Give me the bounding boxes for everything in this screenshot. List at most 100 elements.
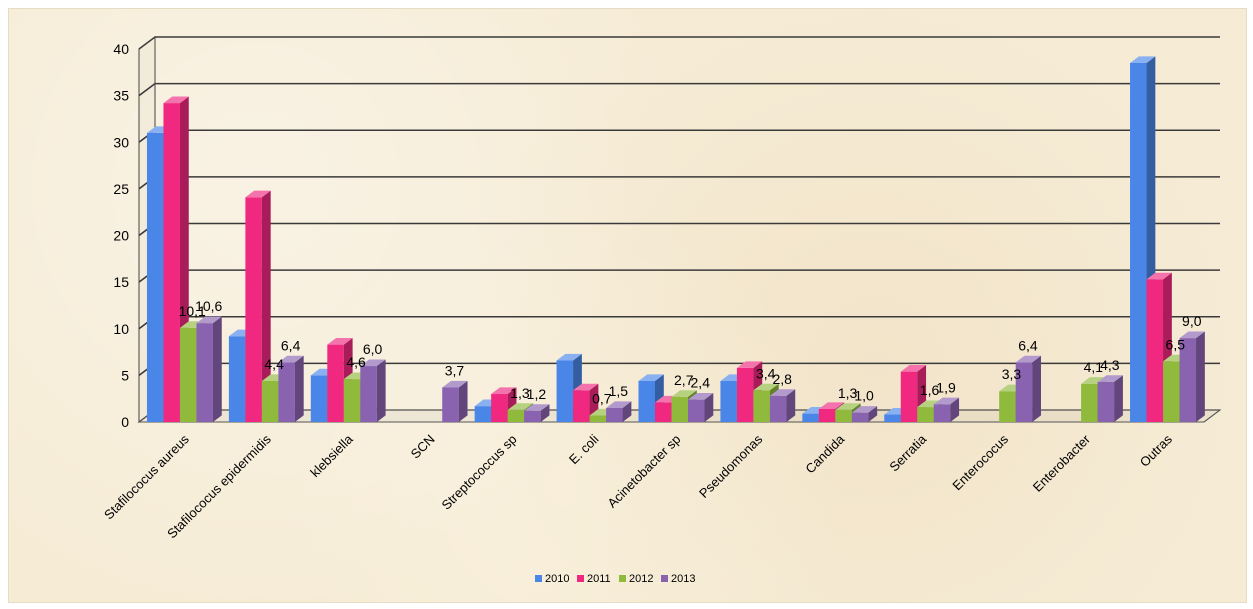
data-label: 1,3 <box>510 385 530 401</box>
data-label: 9,0 <box>1182 313 1202 329</box>
data-label: 10,1 <box>179 303 206 319</box>
bar-side <box>540 404 550 422</box>
bar-front <box>638 380 655 422</box>
bar[interactable] <box>524 404 550 422</box>
bar-front <box>802 413 819 422</box>
bar-top <box>1146 272 1172 280</box>
legend-swatch <box>661 575 668 582</box>
data-label: 6,4 <box>1018 337 1038 353</box>
gridline <box>138 269 1220 283</box>
bar[interactable] <box>360 359 386 422</box>
bar-front <box>1081 383 1098 422</box>
bar[interactable] <box>278 355 304 422</box>
bar-front <box>1146 279 1164 422</box>
chart-area <box>8 8 1247 603</box>
bar-top <box>851 406 878 413</box>
data-labels: 10,110,64,46,44,66,03,71,31,2 0,71,52,72,… <box>179 298 1202 406</box>
gridline <box>138 82 1220 97</box>
gridline <box>138 129 1220 143</box>
data-label: 1,0 <box>854 388 874 404</box>
bar[interactable] <box>245 190 271 422</box>
legend-item[interactable]: 2010 <box>535 573 569 585</box>
bar-front <box>245 197 262 422</box>
bar-front <box>720 380 737 422</box>
data-label: 2,7 <box>674 372 694 388</box>
bar-top <box>753 383 779 391</box>
bar[interactable] <box>933 397 960 422</box>
bar-front <box>228 336 246 422</box>
bar-front <box>327 344 344 422</box>
data-label: 6,0 <box>363 341 383 357</box>
bar-top <box>573 383 599 391</box>
bar-top <box>1097 375 1123 382</box>
gridline <box>138 222 1220 237</box>
bar-front <box>1015 362 1033 422</box>
gridline <box>138 36 1220 50</box>
bar-top <box>606 401 632 409</box>
bar[interactable] <box>606 401 632 422</box>
y-tick-label: 5 <box>121 367 129 383</box>
legend-label: 2012 <box>629 573 653 585</box>
bar[interactable] <box>1097 375 1123 422</box>
x-tick-label: Stafilococus aureus <box>101 431 192 522</box>
bar-front <box>491 394 508 422</box>
bar-front <box>753 390 770 422</box>
bar-side <box>1196 331 1205 422</box>
bar-top <box>442 380 468 388</box>
x-tick-label: SCN <box>408 432 438 462</box>
data-label: 3,3 <box>1002 366 1022 382</box>
x-tick-label: Pseudomonas <box>696 431 766 501</box>
bar-front <box>442 387 459 422</box>
legend-label: 2010 <box>545 573 569 585</box>
bar-side <box>261 190 271 422</box>
bar-front <box>1163 361 1180 422</box>
y-tick-label: 0 <box>121 414 129 430</box>
bar-front <box>146 132 164 423</box>
bar-front <box>688 399 705 422</box>
x-tick-label: klebsiella <box>307 431 356 480</box>
bar-front <box>343 379 361 422</box>
y-tick-label: 30 <box>113 134 129 150</box>
data-label: 6,4 <box>281 337 301 353</box>
legend-item[interactable]: 2011 <box>577 573 611 585</box>
bar-top <box>671 390 697 397</box>
bar-top <box>360 359 386 367</box>
legend-label: 2011 <box>587 573 611 585</box>
bar-side <box>212 316 222 422</box>
bar-top <box>835 403 861 410</box>
bar[interactable] <box>769 389 796 422</box>
x-tick-label: E. coli <box>566 431 602 467</box>
bar[interactable] <box>1179 331 1205 422</box>
bar-top <box>507 403 533 410</box>
bar-top <box>1179 331 1205 339</box>
bar-side <box>704 393 714 422</box>
y-tick-label: 35 <box>113 88 129 104</box>
bar-top <box>196 316 222 324</box>
x-tick-label: Streptococcus sp <box>438 432 519 513</box>
data-label: 1,5 <box>609 383 629 399</box>
bar[interactable] <box>851 406 878 422</box>
bar-top <box>1081 377 1107 384</box>
bar-top <box>769 389 796 396</box>
bar[interactable] <box>688 393 714 422</box>
x-tick-label: Acinetobacter sp <box>604 432 683 511</box>
data-label: 4,6 <box>346 354 366 370</box>
bar-side <box>950 397 960 422</box>
data-label: 2,4 <box>691 375 711 391</box>
legend-item[interactable]: 2013 <box>661 573 695 585</box>
bar[interactable] <box>442 380 468 422</box>
bar-front <box>196 323 213 422</box>
data-label: 2,8 <box>772 371 792 387</box>
bar-top <box>1015 355 1041 363</box>
bar-front <box>769 395 787 422</box>
legend-item[interactable]: 2012 <box>619 573 653 585</box>
bar[interactable] <box>196 316 222 422</box>
bar-front <box>671 396 688 422</box>
data-label: 6,5 <box>1166 336 1186 352</box>
x-tick-label: Serratia <box>886 431 929 474</box>
bar-front <box>310 375 328 422</box>
y-tick-label: 10 <box>113 321 129 337</box>
bar-front <box>1130 62 1147 423</box>
bar[interactable] <box>1015 355 1041 422</box>
